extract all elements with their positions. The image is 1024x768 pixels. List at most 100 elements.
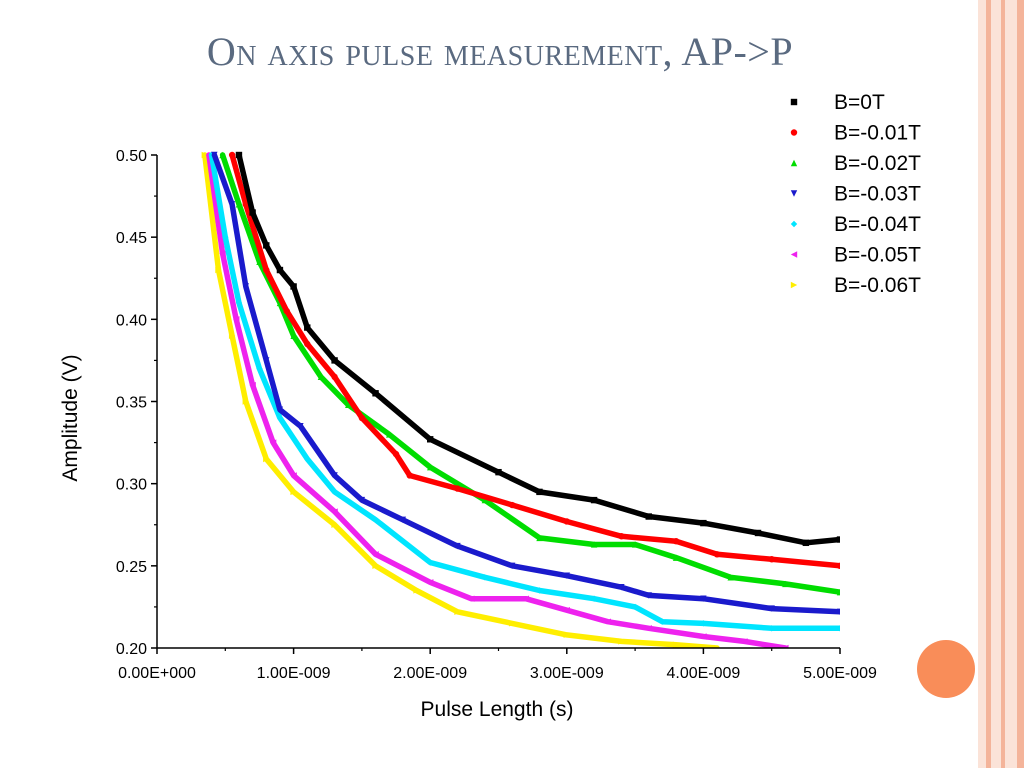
x-tick-label: 1.00E-009 <box>257 665 331 682</box>
data-point <box>331 373 338 381</box>
series-6 <box>201 151 721 648</box>
data-point <box>427 436 434 443</box>
right-decor-stripe-4 <box>1001 0 1005 768</box>
data-point <box>836 588 840 596</box>
data-point <box>331 521 338 528</box>
right-decor-stripe-2 <box>986 0 991 768</box>
data-point <box>201 151 209 159</box>
data-point <box>590 496 598 504</box>
data-point <box>563 572 570 579</box>
series-5 <box>205 151 789 648</box>
data-point <box>263 266 270 274</box>
series-3 <box>211 151 840 616</box>
data-point <box>768 605 775 612</box>
y-axis-label: Amplitude (V) <box>59 354 82 481</box>
data-point <box>249 381 256 389</box>
legend-marker <box>790 190 798 197</box>
legend-label: B=-0.05T <box>834 244 921 267</box>
data-point <box>427 579 434 586</box>
data-point <box>618 583 625 591</box>
data-point <box>563 607 570 614</box>
y-tick-label: 0.20 <box>116 641 147 658</box>
data-point <box>754 529 762 537</box>
data-point <box>228 151 236 159</box>
data-point <box>631 603 639 611</box>
series-0 <box>235 151 840 547</box>
y-tick-label: 0.25 <box>116 559 147 576</box>
legend-marker <box>790 251 798 258</box>
data-point <box>481 496 489 504</box>
x-tick-label: 2.00E-009 <box>393 665 467 682</box>
data-point <box>836 608 840 616</box>
right-decor-stripe-1 <box>978 0 986 768</box>
data-point <box>802 539 810 547</box>
data-point <box>454 608 461 616</box>
data-point <box>713 551 721 558</box>
data-point <box>290 283 297 290</box>
data-point <box>454 485 461 492</box>
data-point <box>495 468 502 476</box>
data-point <box>672 554 680 561</box>
x-tick-label: 0.00E+000 <box>118 665 196 682</box>
data-point <box>700 519 707 527</box>
data-point <box>372 551 379 558</box>
data-point <box>645 625 652 632</box>
data-point <box>413 587 420 594</box>
data-point <box>297 422 304 430</box>
data-point <box>782 644 789 648</box>
legend-label: B=-0.01T <box>834 122 921 145</box>
x-tick-label: 3.00E-009 <box>530 665 604 682</box>
data-point <box>508 562 516 570</box>
data-point <box>215 266 222 274</box>
slide-title: On axis pulse measurement, AP->P <box>206 29 794 74</box>
legend: B=0T B=-0.01T B=-0.02T B=-0.03T B=-0.04T B=-0… <box>790 91 921 297</box>
data-point <box>700 595 707 602</box>
legend-marker <box>790 129 798 136</box>
data-point <box>276 414 284 422</box>
legend-marker <box>790 220 798 228</box>
data-point <box>645 592 652 599</box>
data-point <box>836 536 840 543</box>
data-point <box>283 307 290 315</box>
data-point <box>249 209 256 216</box>
data-point <box>590 541 598 548</box>
data-point <box>508 501 516 509</box>
data-point <box>536 488 543 496</box>
data-point <box>263 455 270 463</box>
data-point <box>242 283 249 290</box>
data-point <box>235 151 243 159</box>
y-tick-label: 0.30 <box>116 477 147 494</box>
data-point <box>645 513 652 520</box>
data-point <box>276 406 284 413</box>
data-point <box>399 516 407 524</box>
data-point <box>713 644 721 648</box>
data-point <box>782 580 789 588</box>
legend-marker <box>790 98 798 106</box>
data-point <box>659 618 666 625</box>
data-point <box>304 324 311 331</box>
data-point <box>392 450 400 458</box>
series-line <box>202 152 720 648</box>
data-point <box>228 201 236 208</box>
data-point <box>768 556 775 563</box>
right-decor-stripe-6 <box>1017 0 1024 768</box>
data-point <box>304 340 311 348</box>
series-4 <box>208 151 840 632</box>
series-1 <box>228 151 840 570</box>
x-axis-label: Pulse Length (s) <box>421 698 574 721</box>
data-point <box>276 266 284 274</box>
data-point <box>233 316 240 323</box>
right-decor-stripe-5 <box>1005 0 1017 768</box>
y-tick-label: 0.45 <box>116 230 147 247</box>
data-point <box>256 365 263 372</box>
data-point <box>372 516 379 524</box>
data-point <box>358 496 366 504</box>
data-point <box>672 537 680 545</box>
data-point <box>508 620 516 627</box>
series-line <box>219 152 840 595</box>
data-point <box>672 641 680 648</box>
data-point <box>836 562 840 570</box>
data-point <box>481 574 489 581</box>
